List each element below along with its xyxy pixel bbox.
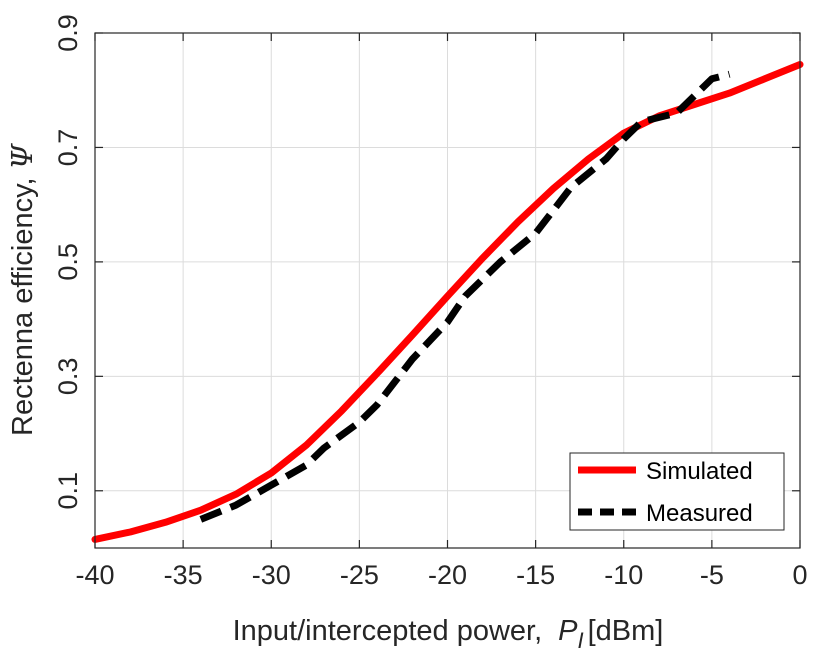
- x-axis-label: Input/intercepted power, PI [dBm]: [233, 615, 664, 653]
- legend: Simulated Measured: [569, 452, 785, 531]
- x-tick-label: -15: [516, 560, 555, 590]
- y-tick-label: 0.3: [53, 358, 83, 396]
- x-tick-label: -5: [700, 560, 724, 590]
- legend-box: [569, 452, 785, 531]
- x-axis-label-subscript: I: [578, 628, 584, 653]
- axis-ticks: -40 -35 -30 -25 -20 -15 -10 -5 0 0.1 0.3 0.5 0.7 0.9: [53, 14, 808, 590]
- x-axis-label-symbol: P: [558, 615, 578, 647]
- x-tick-label: -20: [428, 560, 467, 590]
- x-tick-label: -30: [252, 560, 291, 590]
- y-tick-label: 0.7: [53, 129, 83, 167]
- x-tick-label: -25: [340, 560, 379, 590]
- x-tick-label: -40: [75, 560, 114, 590]
- x-tick-label: -35: [164, 560, 203, 590]
- series-lines: [91, 61, 804, 543]
- legend-measured-label: Measured: [646, 500, 753, 527]
- legend-simulated-label: Simulated: [646, 458, 753, 485]
- x-tick-label: -10: [604, 560, 643, 590]
- y-axis-label-symbol: Ψ: [5, 142, 39, 169]
- y-tick-label: 0.1: [53, 472, 83, 510]
- y-axis-label: Rectenna efficiency, Ψ: [5, 142, 39, 435]
- x-tick-label: 0: [792, 560, 807, 590]
- y-axis-label-main: Rectenna efficiency,: [7, 177, 39, 435]
- x-axis-label-main: Input/intercepted power,: [233, 615, 543, 647]
- y-tick-label: 0.9: [53, 14, 83, 52]
- y-tick-label: 0.5: [53, 243, 83, 281]
- x-axis-label-unit: [dBm]: [588, 615, 664, 647]
